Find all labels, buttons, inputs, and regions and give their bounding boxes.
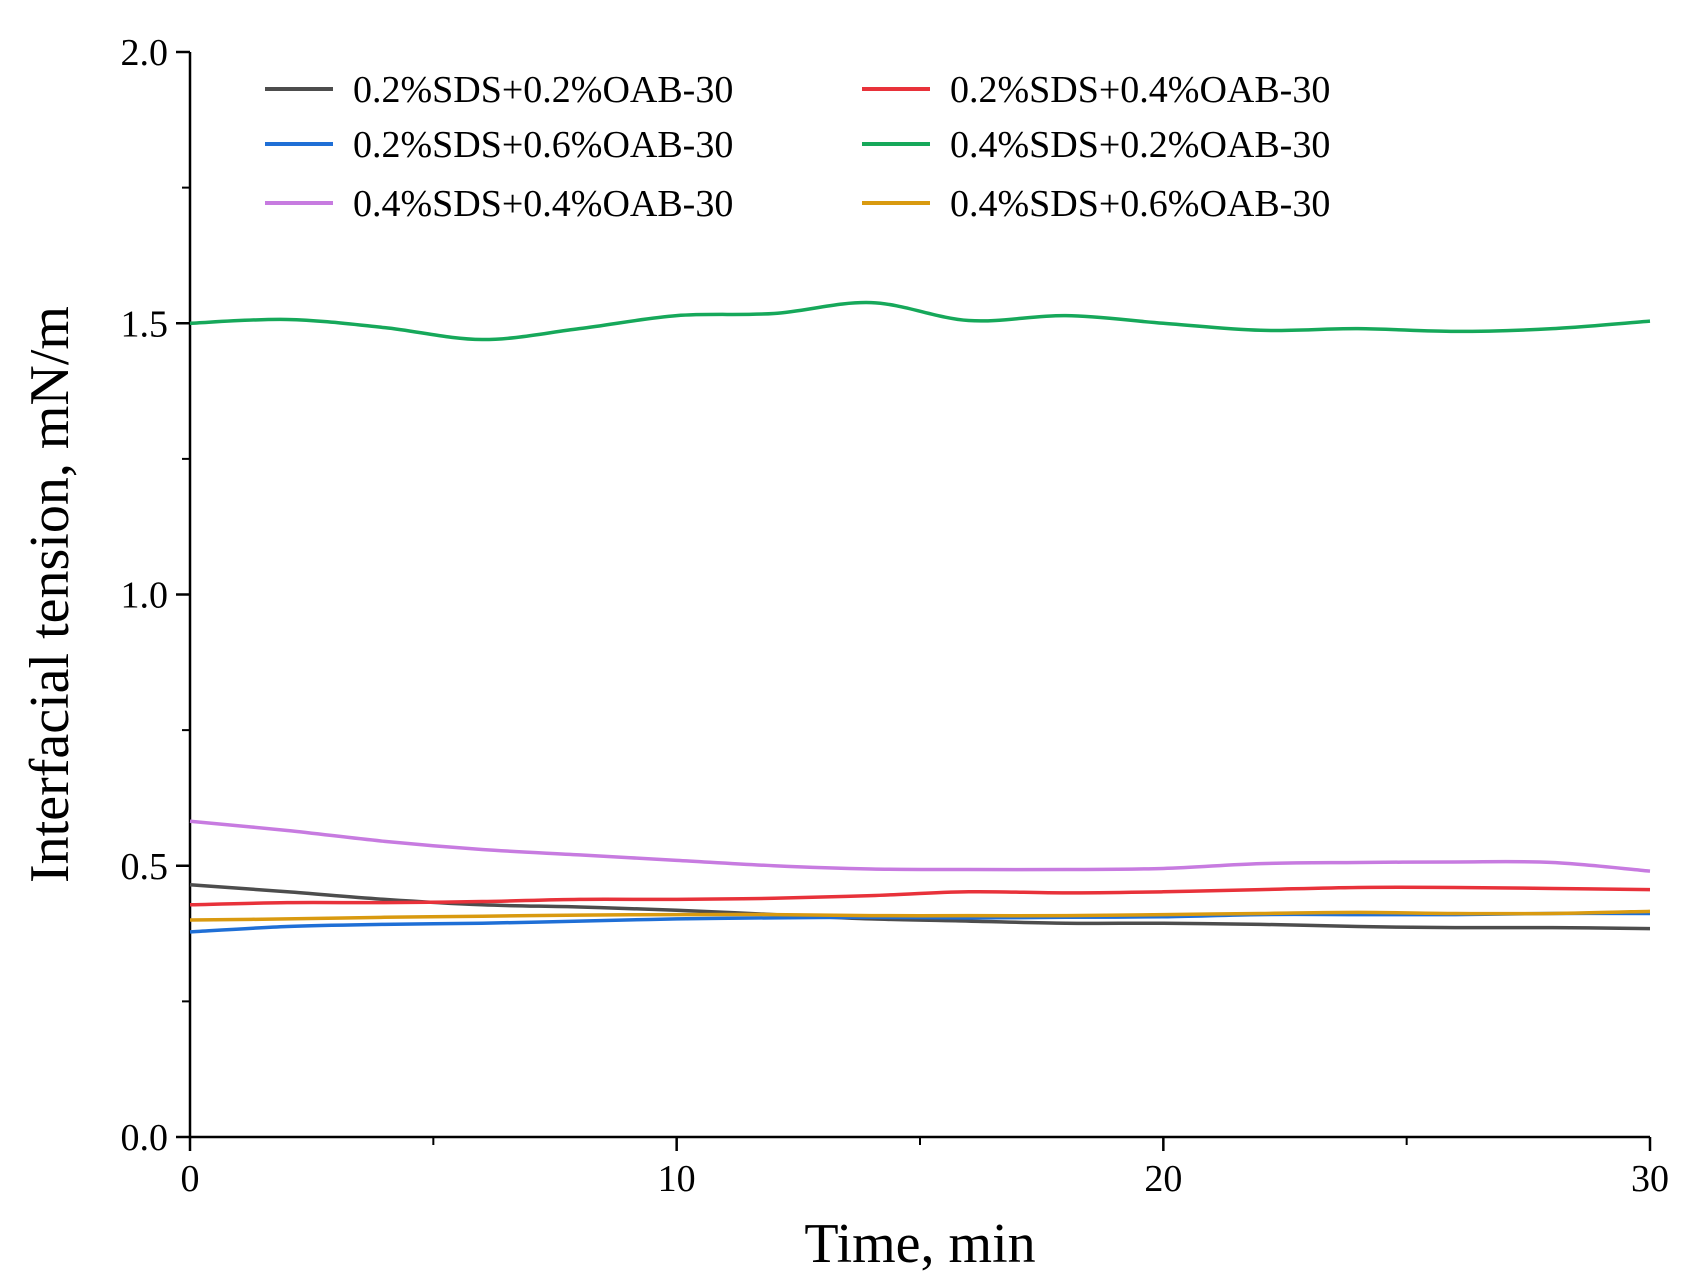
y-tick-label: 0.5 — [121, 846, 169, 888]
legend-label: 0.4%SDS+0.2%OAB-30 — [950, 124, 1330, 166]
series-line-6 — [189, 909, 1651, 922]
series-line-5 — [189, 819, 1651, 873]
y-tick-label: 0.0 — [121, 1117, 169, 1159]
y-tick-label: 1.5 — [121, 303, 169, 345]
x-tick-label: 0 — [181, 1158, 200, 1200]
series-line-1 — [189, 882, 1651, 931]
legend-label: 0.4%SDS+0.6%OAB-30 — [950, 183, 1330, 225]
legend-label: 0.2%SDS+0.6%OAB-30 — [353, 124, 733, 166]
legend-label: 0.2%SDS+0.4%OAB-30 — [950, 69, 1330, 111]
y-axis-title: Interfacial tension, mN/m — [19, 306, 81, 883]
x-axis-title: Time, min — [804, 1213, 1035, 1275]
legend-label: 0.2%SDS+0.2%OAB-30 — [353, 69, 733, 111]
legend: 0.2%SDS+0.2%OAB-30 0.2%SDS+0.4%OAB-30 0.2%… — [265, 69, 1330, 225]
series-line-4 — [189, 300, 1651, 342]
series-lines — [189, 300, 1651, 934]
y-tick-label: 2.0 — [121, 32, 169, 74]
x-tick-label: 30 — [1631, 1158, 1669, 1200]
legend-label: 0.4%SDS+0.4%OAB-30 — [353, 183, 733, 225]
x-tick-label: 10 — [658, 1158, 696, 1200]
x-tick-label: 20 — [1144, 1158, 1182, 1200]
series-line-2 — [189, 885, 1651, 907]
y-tick-label: 1.0 — [121, 575, 169, 617]
axes: 0.0 0.5 1.0 1.5 2.0 0 10 20 30 — [121, 32, 1670, 1200]
series-line-3 — [189, 911, 1651, 934]
